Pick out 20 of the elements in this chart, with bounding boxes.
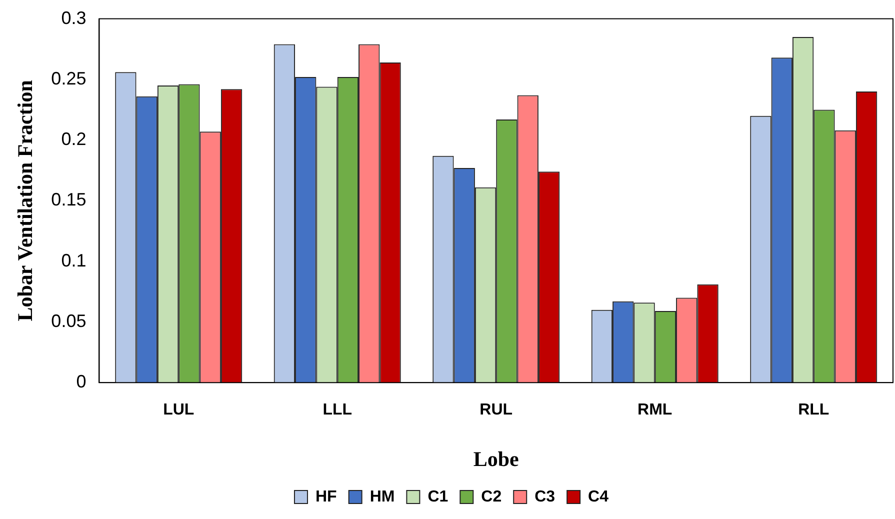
y-axis-title: Lobar Ventilation Fraction: [13, 80, 38, 322]
y-tick-label: 0: [76, 372, 86, 392]
x-tick-label: LLL: [322, 402, 352, 419]
x-tick-label: LUL: [163, 402, 194, 419]
y-tick-label: 0.25: [51, 68, 86, 88]
x-axis-title: Lobe: [473, 446, 519, 471]
legend-label: HM: [370, 488, 395, 506]
x-tick-label: RUL: [480, 402, 513, 419]
y-tick-label: 0.05: [51, 310, 86, 331]
y-tick-label: 0.3: [61, 8, 86, 28]
x-tick-label: RML: [638, 402, 672, 419]
legend-label: C4: [588, 488, 609, 506]
legend-label: HF: [315, 488, 338, 506]
y-tick-label: 0.1: [61, 250, 86, 270]
y-tick-label: 0.15: [51, 190, 86, 210]
x-tick-label: RLL: [798, 402, 830, 419]
legend-label: C2: [481, 488, 502, 506]
legend-label: C3: [534, 488, 556, 506]
y-tick-label: 0.2: [61, 129, 86, 150]
legend-label: C1: [428, 488, 448, 506]
